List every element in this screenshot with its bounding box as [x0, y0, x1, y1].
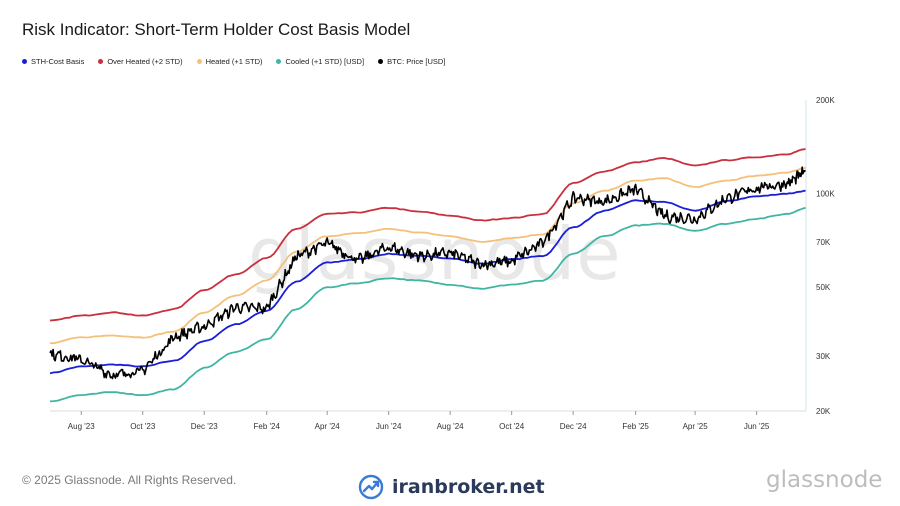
x-tick-label: Apr '25 [683, 422, 709, 431]
y-axis-ticks: 20K 30K 50K 70K 100K 200K [816, 96, 835, 416]
chart-title: Risk Indicator: Short-Term Holder Cost B… [22, 20, 411, 39]
y-tick-label: 50K [816, 283, 831, 292]
legend-item[interactable]: BTC: Price [USD] [378, 57, 445, 66]
y-tick-label: 70K [816, 238, 831, 247]
legend-dot-icon [22, 59, 27, 64]
footer-brand: iranbroker.net [358, 474, 545, 500]
legend-dot-icon [98, 59, 104, 64]
x-tick-label: Feb '24 [254, 422, 281, 431]
y-tick-label: 30K [816, 352, 831, 361]
glassnode-logo: glassnode [766, 467, 883, 493]
chart-legend: STH-Cost Basis Over Heated (+2 STD) Heated… [22, 57, 445, 66]
legend-label: Cooled (+1 STD) [USD] [285, 57, 365, 66]
legend-label: Over Heated (+2 STD) [107, 57, 183, 66]
overheated-band-line [49, 148, 807, 322]
legend-item[interactable]: Over Heated (+2 STD) [98, 57, 183, 66]
cooled-band-line [49, 207, 807, 403]
x-tick-label: Dec '24 [560, 422, 587, 431]
x-tick-label: Jun '24 [376, 422, 402, 431]
x-tick-label: Aug '24 [437, 422, 464, 431]
legend-dot-icon [276, 59, 282, 64]
legend-label: BTC: Price [USD] [387, 57, 446, 66]
x-tick-label: Oct '23 [130, 422, 156, 431]
series-layer [49, 148, 807, 403]
x-axis-ticks: Aug '23 Oct '23 Dec '23 Feb '24 Apr '24 Jun '… [68, 411, 770, 431]
brand-chart-icon [358, 474, 384, 500]
sth-cost-basis-line [49, 189, 807, 375]
legend-dot-icon [378, 59, 384, 64]
y-tick-label: 200K [816, 96, 835, 105]
y-tick-label: 20K [816, 407, 831, 416]
copyright-text: © 2025 Glassnode. All Rights Reserved. [22, 473, 237, 487]
x-tick-label: Aug '23 [68, 422, 95, 431]
y-tick-label: 100K [816, 190, 835, 199]
btc-price-line [49, 166, 807, 380]
x-tick-label: Oct '24 [499, 422, 525, 431]
x-tick-label: Dec '23 [191, 422, 218, 431]
legend-label: STH-Cost Basis [31, 57, 85, 66]
legend-item[interactable]: STH-Cost Basis [22, 57, 84, 66]
legend-item[interactable]: Heated (+1 STD) [196, 57, 263, 66]
x-tick-label: Apr '24 [315, 422, 341, 431]
legend-item[interactable]: Cooled (+1 STD) [USD] [276, 57, 364, 66]
brand-text: iranbroker.net [392, 476, 545, 498]
x-tick-label: Jun '25 [744, 422, 770, 431]
heated-band-line [50, 167, 807, 345]
legend-label: Heated (+1 STD) [205, 57, 263, 66]
x-tick-label: Feb '25 [622, 422, 649, 431]
legend-dot-icon [196, 59, 202, 64]
